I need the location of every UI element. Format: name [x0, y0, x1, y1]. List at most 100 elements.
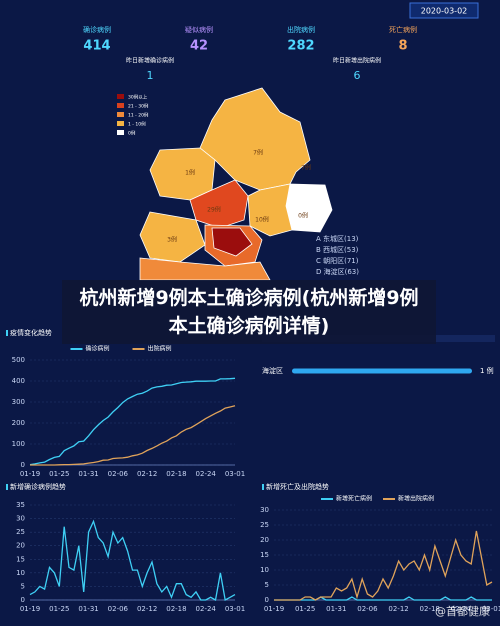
date-box — [409, 2, 479, 19]
stat-label: 疑似病例 — [185, 25, 213, 34]
legend-label: 1 - 10例 — [128, 121, 146, 128]
map-label: 3例 — [167, 236, 177, 244]
stat-value: 8 — [398, 39, 407, 54]
map-region — [189, 179, 249, 229]
title-marker — [262, 484, 264, 490]
y-tick-label: 20 — [260, 536, 269, 544]
legend-label: 11 - 20例 — [128, 112, 149, 119]
x-tick-label: 03-01 — [482, 605, 500, 613]
x-tick-label: 02-18 — [166, 605, 186, 613]
x-tick-label: 01-31 — [78, 605, 98, 613]
legend-label: 0例 — [128, 130, 136, 137]
x-tick-label: 01-25 — [49, 605, 69, 613]
legend-swatch — [117, 94, 124, 99]
chart-title: 疫情变化趋势 — [10, 328, 52, 337]
y-tick-label: 25 — [16, 528, 25, 536]
stat-value: 282 — [287, 39, 314, 54]
legend-swatch — [117, 103, 124, 108]
y-tick-label: 15 — [16, 555, 25, 563]
map-region — [211, 227, 253, 257]
y-tick-label: 500 — [12, 356, 25, 364]
legend-swatch — [117, 130, 124, 135]
district-item: B 西城区(53) — [316, 246, 359, 254]
x-tick-label: 01-31 — [326, 605, 346, 613]
map-label: 7例 — [301, 164, 311, 172]
map-label: 7例 — [253, 149, 263, 157]
watermark: @首都健康 — [435, 604, 490, 618]
y-tick-label: 0 — [21, 461, 25, 469]
x-tick-label: 03-01 — [225, 605, 245, 613]
x-tick-label: 02-24 — [196, 605, 217, 613]
date: 2020-03-02 — [421, 7, 468, 16]
stat-label: 出院病例 — [287, 25, 315, 34]
y-tick-label: 35 — [16, 501, 25, 509]
y-tick-label: 0 — [21, 596, 25, 604]
series-line — [29, 519, 236, 602]
x-tick-label: 01-19 — [264, 605, 284, 613]
y-tick-label: 300 — [12, 398, 25, 406]
legend-swatch — [117, 121, 124, 126]
title-marker — [6, 330, 8, 336]
stat-value: 42 — [190, 39, 208, 54]
sub-stat-label: 昨日新增确诊病例 — [126, 57, 174, 65]
sub-stat-label: 昨日新增出院病例 — [333, 57, 381, 65]
x-tick-label: 01-19 — [20, 605, 40, 613]
map-region — [247, 183, 293, 237]
x-tick-label: 01-31 — [78, 470, 98, 478]
y-tick-label: 0 — [265, 596, 269, 604]
y-tick-label: 10 — [260, 566, 269, 574]
x-tick-label: 02-12 — [137, 605, 157, 613]
map-region — [149, 147, 216, 201]
y-tick-label: 15 — [260, 551, 269, 559]
y-tick-label: 400 — [12, 377, 25, 385]
y-tick-label: 25 — [260, 521, 269, 529]
legend-label: 21 - 30例 — [128, 103, 149, 110]
x-tick-label: 02-12 — [137, 470, 157, 478]
x-tick-label: 02-24 — [196, 470, 217, 478]
x-tick-label: 02-06 — [108, 605, 129, 613]
x-tick-label: 02-18 — [420, 605, 440, 613]
y-tick-label: 5 — [265, 581, 269, 589]
map-label: 29例 — [207, 206, 221, 214]
map — [139, 87, 333, 281]
district-item: C 朝阳区(71) — [316, 256, 359, 265]
overlay-band: 杭州新增9例本土确诊病例(杭州新增9例本土确诊病例详情) — [62, 280, 436, 344]
chart-title: 新增确诊病例趋势 — [10, 482, 66, 491]
category-label: 海淀区 — [262, 366, 283, 375]
y-tick-label: 100 — [12, 440, 25, 448]
y-tick-label: 20 — [16, 542, 25, 550]
district-item: D 海淀区(63) — [316, 267, 359, 276]
overlay-title: 杭州新增9例本土确诊病例(杭州新增9例本土确诊病例详情) — [79, 287, 419, 337]
sub-stat-value: 1 — [147, 69, 154, 82]
series-line — [274, 530, 493, 601]
value-label: 1 例 — [480, 366, 494, 375]
stat-label: 确诊病例 — [83, 25, 111, 34]
x-tick-label: 01-19 — [20, 470, 40, 478]
legend-label: 出院病例 — [148, 345, 172, 353]
legend-label: 30例以上 — [128, 94, 148, 101]
legend-label: 新增死亡病例 — [336, 495, 372, 503]
y-tick-label: 5 — [21, 582, 25, 590]
title-marker — [6, 484, 8, 490]
x-tick-label: 02-06 — [357, 605, 378, 613]
y-tick-label: 10 — [16, 569, 25, 577]
stat-label: 死亡病例 — [389, 25, 417, 34]
chart-title: 新增死亡及出院趋势 — [266, 482, 329, 491]
x-tick-label: 02-12 — [388, 605, 408, 613]
district-item: A 东城区(13) — [316, 234, 359, 243]
legend-swatch — [117, 112, 124, 117]
x-tick-label: 02-06 — [108, 470, 129, 478]
series-line — [30, 405, 236, 466]
map-label: 1例 — [185, 169, 195, 177]
legend-label: 确诊病例 — [86, 345, 110, 353]
x-tick-label: 03-01 — [225, 470, 245, 478]
x-tick-label: 02-24 — [451, 605, 472, 613]
x-tick-label: 01-25 — [295, 605, 315, 613]
y-tick-label: 30 — [16, 515, 25, 523]
map-label: 10例 — [255, 216, 269, 224]
bar — [292, 368, 472, 374]
y-tick-label: 200 — [12, 419, 25, 427]
series-line — [29, 377, 236, 466]
x-tick-label: 01-25 — [49, 470, 69, 478]
